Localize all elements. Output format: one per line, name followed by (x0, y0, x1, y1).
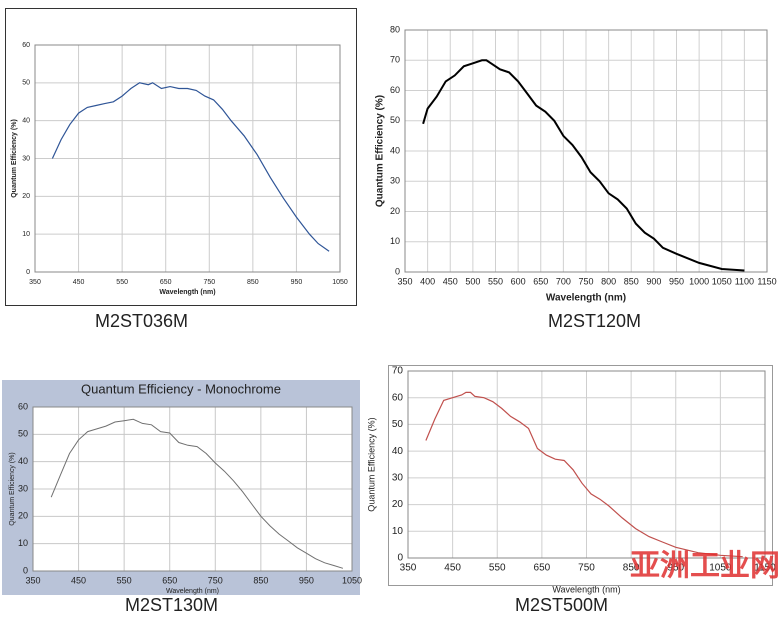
plot-border (407, 370, 766, 559)
chart-title: Quantum Efficiency - Monochrome (81, 381, 281, 396)
x-tick-label: 800 (601, 276, 616, 286)
chart-caption: M2ST036M (95, 311, 188, 331)
y-tick-label: 50 (18, 429, 28, 439)
x-tick-label: 450 (444, 563, 461, 574)
x-tick-label: 550 (117, 575, 132, 585)
x-axis-label: Wavelength (nm) (159, 289, 215, 296)
y-tick-label: 20 (18, 511, 28, 521)
y-axis-label: Quantum Efficiency (%) (11, 119, 18, 198)
y-tick-label: 30 (18, 483, 28, 493)
qe-line (425, 391, 743, 558)
y-tick-label: 0 (395, 266, 400, 276)
x-tick-label: 950 (291, 279, 303, 286)
x-tick-label: 350 (25, 575, 40, 585)
x-tick-label: 700 (556, 276, 571, 286)
x-tick-label: 750 (208, 575, 223, 585)
x-tick-label: 1000 (689, 276, 709, 286)
chart-caption: M2ST130M (125, 595, 218, 615)
chart-caption: M2ST500M (515, 595, 608, 615)
plot-border (404, 29, 768, 273)
x-tick-label: 550 (489, 563, 506, 574)
y-tick-label: 30 (22, 155, 30, 162)
x-tick-label: 450 (73, 279, 85, 286)
y-tick-label: 60 (22, 42, 30, 49)
y-axis-label: Quantum Efficiency (%) (375, 95, 386, 207)
x-tick-label: 500 (465, 276, 480, 286)
y-tick-label: 30 (390, 176, 400, 186)
y-tick-label: 10 (392, 526, 404, 537)
y-tick-label: 40 (22, 118, 30, 125)
y-tick-label: 0 (397, 553, 403, 564)
x-tick-label: 1050 (332, 279, 348, 286)
x-tick-label: 400 (420, 276, 435, 286)
y-tick-label: 10 (18, 538, 28, 548)
x-tick-label: 950 (669, 276, 684, 286)
x-tick-label: 750 (578, 563, 595, 574)
watermark: 亚洲工业网 (630, 549, 780, 584)
y-tick-label: 30 (392, 472, 404, 483)
y-tick-label: 50 (390, 115, 400, 125)
x-tick-label: 650 (534, 563, 551, 574)
x-tick-label: 900 (646, 276, 661, 286)
x-tick-label: 750 (203, 279, 215, 286)
y-tick-label: 10 (390, 236, 400, 246)
y-tick-label: 20 (392, 499, 404, 510)
plot-border (32, 406, 353, 572)
y-tick-label: 70 (390, 55, 400, 65)
x-tick-label: 650 (533, 276, 548, 286)
x-tick-label: 1100 (735, 276, 754, 286)
x-tick-label: 1050 (709, 563, 732, 574)
y-tick-label: 40 (392, 446, 404, 457)
x-tick-label: 850 (623, 563, 640, 574)
y-tick-label: 50 (392, 419, 404, 430)
y-tick-label: 20 (22, 193, 30, 200)
x-tick-label: 550 (488, 276, 503, 286)
x-tick-label: 650 (162, 575, 177, 585)
plot-border (34, 44, 341, 273)
x-tick-label: 1150 (757, 276, 776, 286)
x-tick-label: 1050 (342, 575, 362, 585)
chart-caption: M2ST120M (548, 311, 641, 331)
y-tick-label: 70 (392, 366, 404, 377)
y-tick-label: 0 (23, 565, 28, 575)
y-tick-label: 80 (390, 24, 400, 34)
x-tick-label: 850 (253, 575, 268, 585)
y-tick-label: 60 (392, 392, 404, 403)
x-axis-label: Wavelength (nm) (546, 293, 626, 304)
x-tick-label: 350 (29, 279, 41, 286)
x-tick-label: 750 (578, 276, 593, 286)
x-tick-label: 650 (160, 279, 172, 286)
qe-line (422, 59, 745, 272)
x-tick-label: 550 (116, 279, 128, 286)
y-tick-label: 60 (390, 85, 400, 95)
x-axis-label: Wavelength (nm) (552, 584, 620, 594)
y-tick-label: 20 (390, 206, 400, 216)
qe-line (50, 418, 344, 569)
x-tick-label: 1050 (712, 276, 732, 286)
x-tick-label: 950 (299, 575, 314, 585)
x-tick-label: 850 (624, 276, 639, 286)
y-tick-label: 40 (18, 456, 28, 466)
x-tick-label: 850 (247, 279, 259, 286)
x-tick-label: 450 (443, 276, 458, 286)
x-tick-label: 450 (71, 575, 86, 585)
x-axis-label: Wavelength (nm) (166, 588, 219, 595)
x-tick-label: 1150 (754, 563, 776, 574)
y-tick-label: 50 (22, 80, 30, 87)
x-tick-label: 350 (400, 563, 417, 574)
y-tick-label: 60 (18, 401, 28, 411)
y-axis-label: Quantum Efficiency (%) (366, 417, 376, 511)
y-tick-label: 10 (22, 231, 30, 238)
x-tick-label: 600 (511, 276, 526, 286)
x-tick-label: 950 (667, 563, 684, 574)
y-tick-label: 40 (390, 145, 400, 155)
x-tick-label: 350 (397, 276, 412, 286)
y-tick-label: 0 (26, 269, 30, 276)
qe-line (51, 82, 330, 252)
y-axis-label: Quantum Efficiency (%) (9, 452, 16, 525)
